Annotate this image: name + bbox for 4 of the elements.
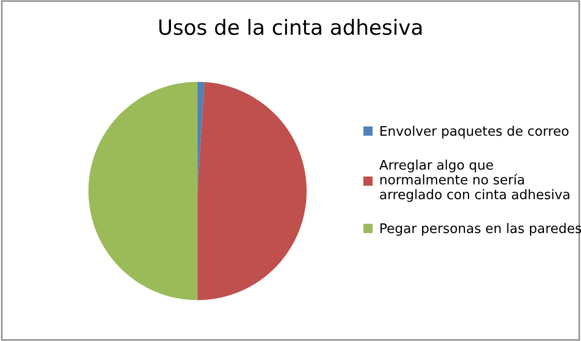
legend-label: Envolver paquetes de correo [380,126,568,138]
legend-label: Arreglar algo que normalmente no sería arreglado con cinta adhesiva [379,160,570,202]
legend-label: Pegar personas en las paredes [380,223,581,236]
chart-title: Usos de la cinta adhesiva [159,18,422,36]
